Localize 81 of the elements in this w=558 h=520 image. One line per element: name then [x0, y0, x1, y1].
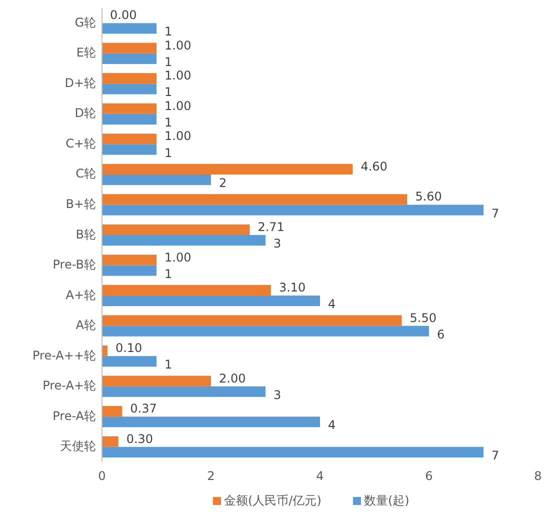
data-label: 4 [328, 297, 336, 312]
x-tick-label: 4 [316, 469, 324, 483]
data-label: 1 [164, 85, 172, 100]
data-label: 1.00 [164, 129, 192, 144]
y-tick-label: B轮 [76, 227, 96, 242]
bar [102, 174, 211, 186]
data-label: 2.00 [219, 371, 246, 386]
y-tick-label: E轮 [76, 46, 96, 60]
y-tick-label: D轮 [74, 106, 96, 120]
data-label: 7 [492, 206, 500, 220]
y-tick-label: B+轮 [66, 197, 96, 212]
data-label: 0.00 [110, 8, 137, 22]
data-label: 1.00 [164, 98, 192, 113]
bar [102, 406, 122, 417]
bar [102, 284, 271, 296]
data-label: 1 [164, 116, 172, 130]
bar [102, 134, 156, 144]
y-tick-label: G轮 [74, 15, 96, 30]
data-label: 5.50 [410, 310, 436, 325]
bar [102, 345, 108, 356]
y-tick-label: Pre-B轮 [52, 258, 96, 272]
bar [102, 376, 211, 386]
data-label: 1.00 [164, 38, 192, 52]
data-label: 7 [492, 448, 500, 462]
bar [102, 224, 250, 235]
y-tick-label: C轮 [76, 166, 96, 181]
bar [102, 23, 156, 34]
data-label: 2 [219, 176, 227, 190]
data-label: 1 [164, 358, 172, 372]
data-label: 1 [164, 54, 172, 69]
data-label: 1.00 [164, 250, 192, 264]
data-label: 1.00 [164, 68, 192, 83]
data-label: 0.10 [115, 341, 142, 356]
bar [102, 144, 156, 155]
bar [102, 42, 156, 54]
data-label: 4 [328, 418, 336, 432]
bar [102, 356, 156, 367]
bar [102, 164, 353, 174]
bar [102, 326, 429, 336]
y-tick-label: C+轮 [66, 136, 96, 150]
bar [102, 296, 320, 306]
y-tick-label: Pre-A++轮 [32, 348, 96, 362]
data-label: 2.71 [258, 220, 284, 234]
bar [102, 103, 156, 114]
data-label: 3 [274, 388, 282, 402]
legend-label: 金额(人民币/亿元) [224, 493, 322, 508]
bar [102, 53, 156, 64]
legend-label: 数量(起) [364, 493, 410, 508]
data-label: 0.37 [130, 402, 157, 416]
data-label: 3 [274, 236, 282, 251]
x-tick-label: 2 [207, 469, 215, 483]
bar [102, 436, 118, 447]
data-label: 0.30 [126, 432, 154, 446]
data-label: 1 [164, 146, 172, 160]
data-label: 1 [164, 266, 172, 281]
data-label: 1 [164, 24, 172, 39]
bar [102, 265, 156, 276]
y-tick-label: A+轮 [66, 288, 96, 302]
bar [102, 386, 266, 397]
bar [102, 416, 320, 428]
bar [102, 114, 156, 125]
bar [102, 254, 156, 266]
y-tick-label: Pre-A+轮 [42, 378, 96, 393]
bar [102, 84, 156, 94]
data-label: 5.60 [415, 190, 442, 204]
y-tick-label: D+轮 [64, 76, 96, 90]
bar [102, 204, 484, 216]
y-tick-label: A轮 [76, 318, 96, 332]
y-tick-label: Pre-A轮 [52, 408, 96, 423]
bar [102, 446, 484, 458]
bar [102, 315, 402, 326]
x-tick-label: 6 [425, 469, 433, 483]
bar [102, 73, 156, 84]
data-label: 3.10 [278, 280, 306, 295]
data-label: 6 [437, 327, 445, 342]
data-label: 4.60 [360, 159, 388, 174]
bar [102, 235, 266, 246]
y-tick-label: 天使轮 [60, 439, 96, 454]
x-tick-label: 8 [534, 469, 542, 483]
x-tick-label: 0 [98, 469, 106, 483]
bar [102, 194, 408, 205]
